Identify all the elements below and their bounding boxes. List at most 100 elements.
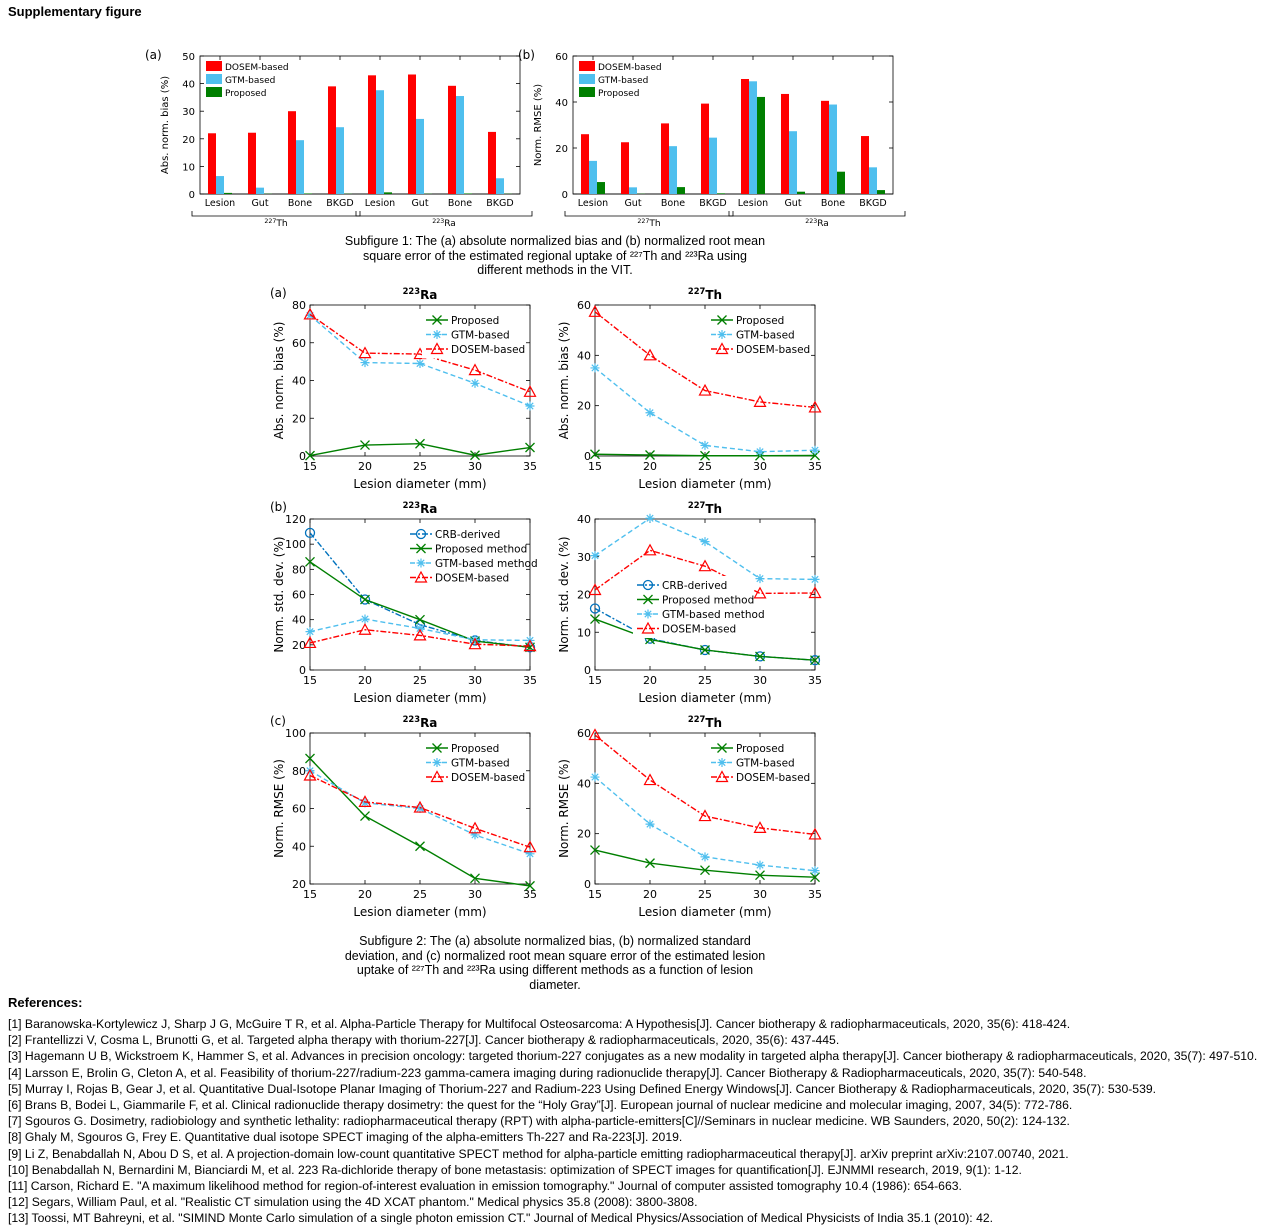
y-tick-label: 40 [577, 513, 591, 526]
chart-title: 223Ra [403, 286, 438, 302]
x-tick-label: 25 [698, 888, 712, 901]
legend-swatch [206, 61, 222, 71]
data-point [361, 615, 370, 624]
reference-item: [3] Hagemann U B, Wickstroem K, Hammer S… [8, 1048, 1278, 1064]
reference-item: [12] Segars, William Paul, et al. "Reali… [8, 1194, 1278, 1210]
y-tick-label: 100 [285, 538, 306, 551]
y-axis-label: Norm. RMSE (%) [557, 759, 571, 858]
y-tick-label: 40 [292, 375, 306, 388]
references-list: [1] Baranowska-Kortylewicz J, Sharp J G,… [8, 1016, 1278, 1227]
data-point [416, 842, 425, 851]
caption-subfigure-2: Subfigure 2: The (a) absolute normalized… [340, 934, 770, 992]
group-bracket [565, 211, 733, 216]
reference-item: [6] Brans B, Bodei L, Giammarile F, et a… [8, 1097, 1278, 1113]
x-tick-label: 20 [358, 460, 372, 473]
y-tick-label: 10 [182, 162, 195, 173]
y-axis-label: Abs. norm. bias (%) [272, 322, 286, 440]
data-point [416, 624, 425, 633]
legend-entry: GTM-based method [435, 558, 538, 570]
reference-item: [7] Sgouros G. Dosimetry, radiobiology a… [8, 1113, 1278, 1129]
x-tick-label: Gut [624, 198, 641, 209]
x-axis-label: Lesion diameter (mm) [353, 691, 486, 705]
data-point [701, 852, 710, 861]
reference-item: [5] Murray I, Rojas B, Gear J, et al. Qu… [8, 1081, 1278, 1097]
x-tick-label: Lesion [205, 198, 235, 209]
x-tick-label: 20 [358, 888, 372, 901]
x-axis-label: Lesion diameter (mm) [638, 905, 771, 919]
bar [869, 167, 877, 194]
x-tick-label: 35 [523, 460, 537, 473]
x-tick-label: 35 [808, 674, 822, 687]
x-tick-label: 20 [643, 888, 657, 901]
data-point [591, 363, 600, 372]
data-point [306, 627, 315, 636]
data-point [361, 358, 370, 367]
caption-subfigure-1: Subfigure 1: The (a) absolute normalized… [340, 234, 770, 278]
x-tick-label: 15 [303, 674, 317, 687]
legend-marker [644, 610, 653, 619]
data-point [811, 446, 820, 455]
legend-entry: DOSEM-based [435, 573, 509, 585]
legend-swatch [579, 61, 595, 71]
legend-swatch [206, 87, 222, 97]
bar [336, 127, 344, 194]
y-axis-label: Norm. RMSE (%) [272, 759, 286, 858]
legend-entry: DOSEM-based [736, 344, 810, 356]
caption-line: Subfigure 1: The (a) absolute normalized… [340, 234, 770, 249]
legend-swatch [579, 87, 595, 97]
bar [621, 142, 629, 194]
bar [448, 86, 456, 194]
x-tick-label: BKGD [326, 198, 353, 209]
series-proposed [591, 846, 820, 882]
bar [789, 131, 797, 194]
bar [384, 192, 392, 194]
legend-entry: CRB-derived [662, 580, 727, 592]
x-tick-label: 15 [588, 888, 602, 901]
legend-entry: GTM-based [451, 330, 510, 342]
legend-marker [718, 758, 727, 767]
x-tick-label: Gut [784, 198, 801, 209]
y-tick-label: 120 [285, 513, 306, 526]
panel-label: (b) [270, 500, 287, 514]
legend-marker [417, 559, 426, 568]
bar [368, 75, 376, 194]
caption-line: Subfigure 2: The (a) absolute normalized… [340, 934, 770, 949]
series-line [595, 368, 815, 452]
caption-line: square error of the estimated regional u… [340, 249, 770, 264]
x-tick-label: BKGD [859, 198, 886, 209]
panel-label: (b) [518, 48, 535, 62]
x-tick-label: 30 [753, 460, 767, 473]
x-tick-label: 30 [753, 888, 767, 901]
panel-label: (a) [145, 48, 162, 62]
bar [304, 193, 312, 194]
x-axis-label: Lesion diameter (mm) [638, 691, 771, 705]
bar [829, 105, 837, 194]
bar [821, 101, 829, 194]
legend-entry: CRB-derived [435, 529, 500, 541]
data-point [361, 812, 370, 821]
series-gtm-based [591, 363, 820, 456]
data-point [360, 348, 371, 358]
legend-entry: GTM-based [225, 76, 275, 86]
bar [496, 178, 504, 194]
legend-entry: DOSEM-based [736, 772, 810, 784]
bar [669, 146, 677, 194]
data-point [471, 379, 480, 388]
y-tick-label: 50 [182, 52, 195, 63]
y-tick-label: 20 [555, 144, 568, 155]
reference-item: [4] Larsson E, Brolin G, Cleton A, et al… [8, 1065, 1278, 1081]
legend-swatch [579, 74, 595, 84]
y-axis-label: Abs. norm. bias (%) [557, 322, 571, 440]
group-label: 227Th [637, 218, 660, 230]
x-tick-label: 15 [303, 888, 317, 901]
x-tick-label: 30 [468, 674, 482, 687]
legend-entry: DOSEM-based [225, 63, 289, 73]
y-tick-label: 40 [182, 80, 195, 91]
bar [589, 161, 597, 194]
chart-title: 227Th [688, 286, 722, 302]
